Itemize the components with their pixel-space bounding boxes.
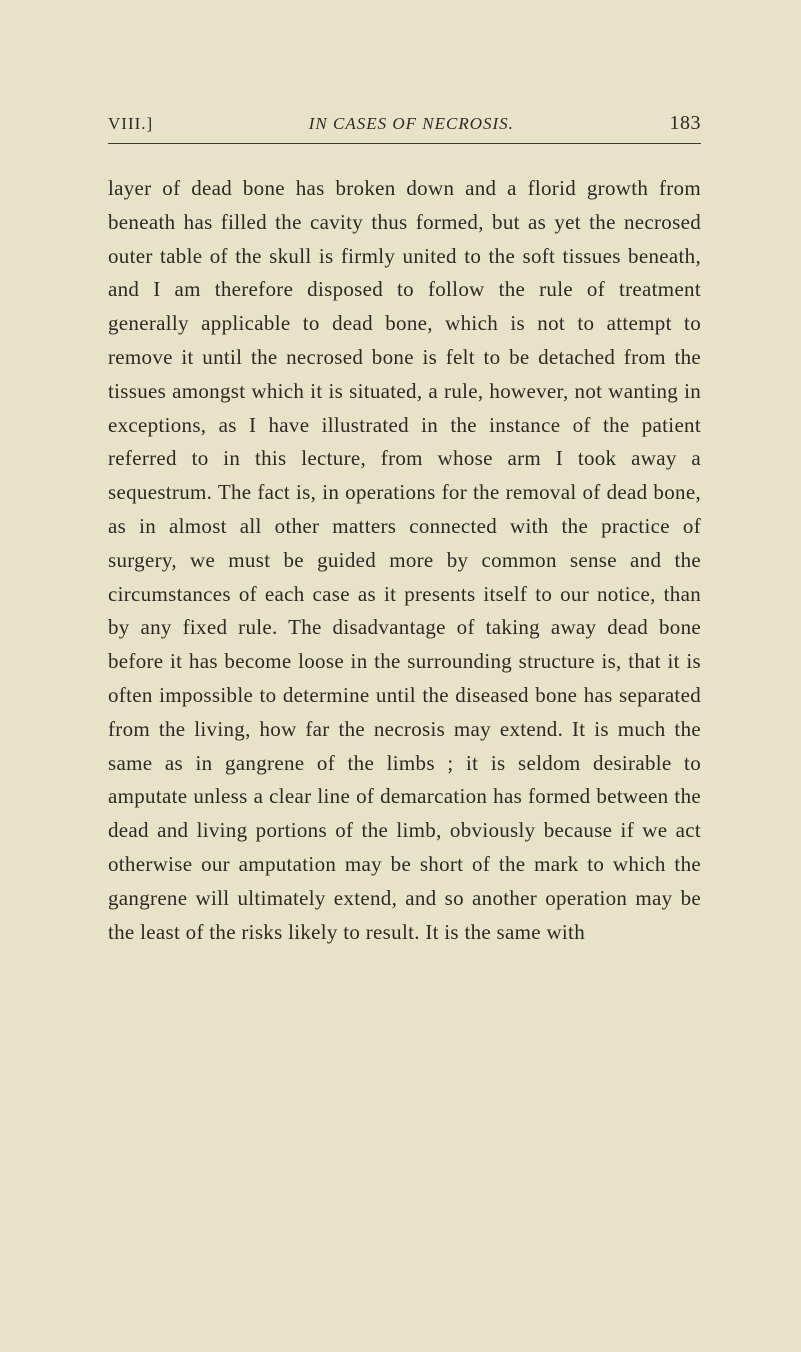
body-paragraph: layer of dead bone has broken down and a… bbox=[108, 172, 701, 949]
running-header: VIII.] IN CASES OF NECROSIS. 183 bbox=[108, 112, 701, 135]
page-number: 183 bbox=[670, 112, 702, 135]
header-rule bbox=[108, 143, 701, 144]
chapter-marker: VIII.] bbox=[108, 114, 153, 134]
running-title: IN CASES OF NECROSIS. bbox=[153, 114, 669, 134]
